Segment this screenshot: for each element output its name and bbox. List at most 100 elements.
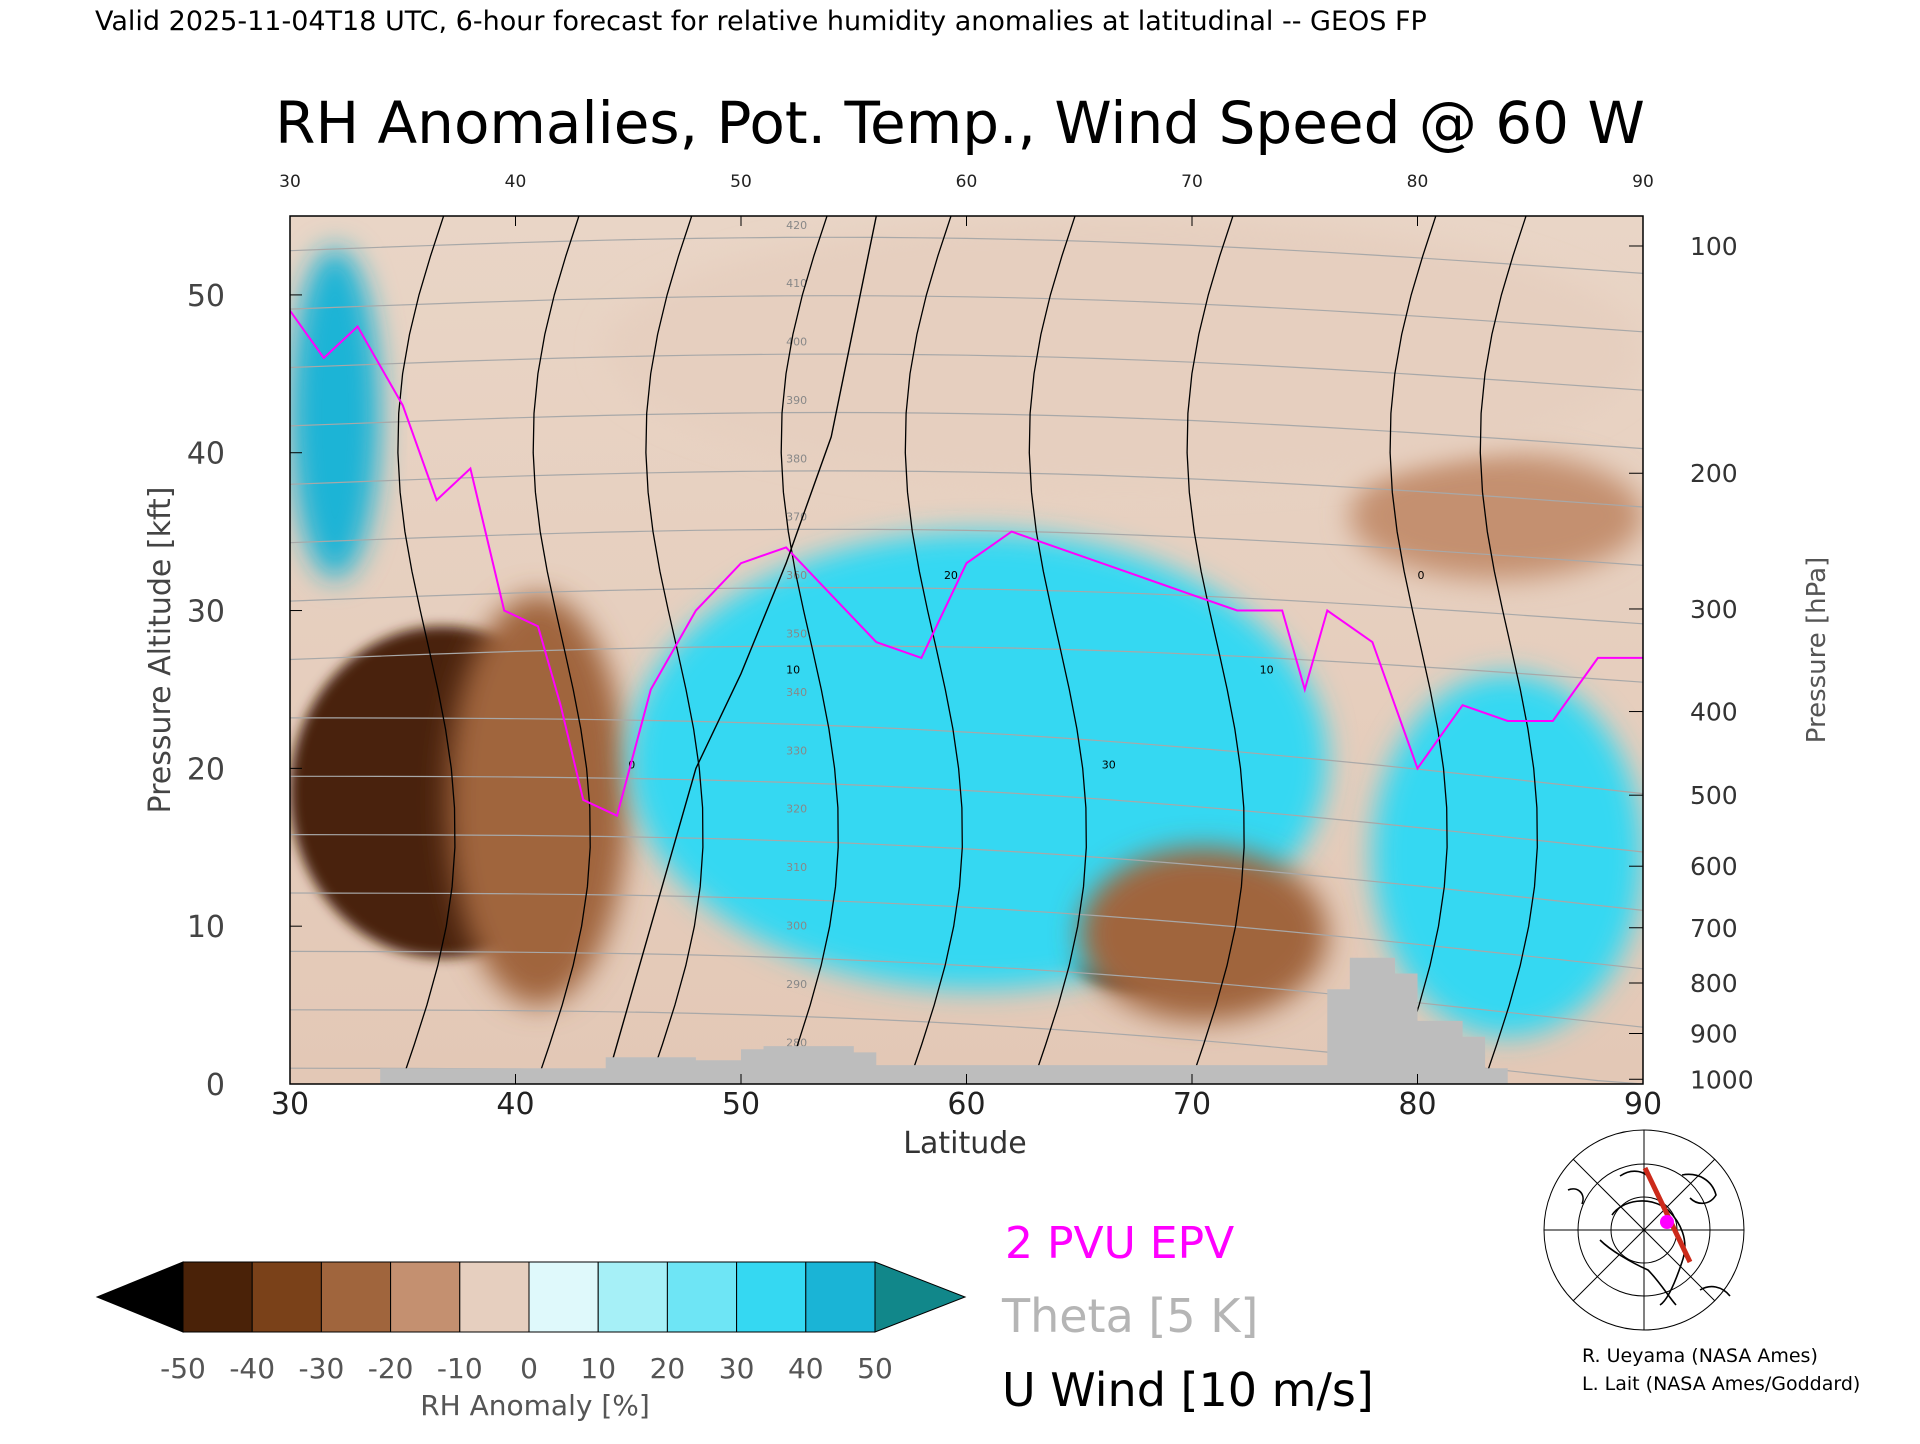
u-wind-contour-label: 30 — [1102, 758, 1116, 771]
colorbar-tick-label: 40 — [788, 1352, 824, 1385]
cross-section-path — [1642, 1166, 1693, 1264]
colorbar-swatch — [597, 1261, 668, 1333]
theta-contour-label: 350 — [786, 628, 807, 641]
theta-contour-label: 420 — [786, 219, 807, 232]
x-tick-label: 80 — [1398, 1087, 1436, 1122]
theta-contour — [290, 528, 1643, 566]
validity-line: Valid 2025-11-04T18 UTC, 6-hour forecast… — [95, 6, 1427, 37]
colorbar-swatch — [666, 1261, 738, 1333]
colorbar-tick-label: 0 — [520, 1352, 538, 1385]
theta-contour — [290, 295, 1643, 333]
legend-epv: 2 PVU EPV — [1005, 1218, 1234, 1269]
y-axis-label: Pressure Altitude [kft] — [143, 487, 178, 814]
theta-contour-label: 320 — [786, 803, 807, 816]
x-tick-label: 40 — [496, 1087, 534, 1122]
colorbar-extend-high — [874, 1261, 967, 1333]
y2-tick-label: 100 — [1690, 232, 1738, 261]
u-wind-contour-label: 0 — [628, 758, 635, 771]
colorbar-tick-label: -20 — [368, 1352, 414, 1385]
legend-theta: Theta [5 K] — [1001, 1289, 1258, 1343]
u-wind-contour — [645, 216, 704, 1084]
polar-stereographic-map-icon — [1543, 1129, 1745, 1331]
theta-contour — [290, 892, 1643, 970]
terrain — [380, 957, 1508, 1084]
u-wind-contour — [1389, 216, 1448, 1084]
colorbar-swatch — [251, 1261, 322, 1333]
colorbar-swatch — [736, 1261, 807, 1333]
y-tick-label: 30 — [187, 595, 225, 630]
colorbar-tick-label: 50 — [857, 1352, 893, 1385]
y2-tick-label: 700 — [1690, 914, 1738, 943]
colorbar-swatch — [805, 1261, 876, 1333]
y-tick-label: 50 — [187, 279, 225, 314]
u-wind-zero-line — [605, 216, 877, 1084]
theta-contour-label: 400 — [786, 336, 807, 349]
theta-contour — [290, 587, 1643, 625]
colorbar-tick-label: -40 — [229, 1352, 275, 1385]
colorbar-tick-label: -10 — [437, 1352, 483, 1385]
colorbar-tick-label: 20 — [650, 1352, 686, 1385]
credit-line-1: R. Ueyama (NASA Ames) — [1582, 1345, 1818, 1367]
y2-tick-label: 900 — [1690, 1019, 1738, 1048]
terrain-profile — [380, 957, 1508, 1084]
theta-contour — [290, 775, 1643, 853]
u-wind-contour — [780, 216, 839, 1084]
u-wind-contour — [1186, 216, 1245, 1084]
theta-contour — [290, 645, 1643, 683]
y2-tick-label: 300 — [1690, 595, 1738, 624]
colorbar-swatch — [459, 1261, 530, 1333]
x-top-tick-label: 60 — [956, 172, 978, 192]
theta-contour-label: 300 — [786, 919, 807, 932]
y2-tick-label: 200 — [1690, 459, 1738, 488]
colorbar-swatch — [320, 1261, 392, 1333]
u-wind-contour — [1479, 216, 1538, 1084]
y2-tick-label: 800 — [1690, 969, 1738, 998]
x-top-tick-label: 80 — [1407, 172, 1429, 192]
u-wind-contour — [1028, 216, 1087, 1084]
chart-title: RH Anomalies, Pot. Temp., Wind Speed @ 6… — [275, 89, 1645, 157]
colorbar: -50 -40 -30 -20 -10 0 10 20 30 40 50 — [95, 1261, 967, 1385]
legend-wind: U Wind [10 m/s] — [1002, 1363, 1374, 1417]
epv-2pvu-line — [290, 310, 1643, 818]
theta-contour-label: 290 — [786, 978, 807, 991]
location-marker — [1660, 1215, 1674, 1229]
x-top-tick-label: 50 — [730, 172, 752, 192]
u-wind-contour-label: 10 — [1260, 664, 1274, 677]
x-tick-label: 50 — [722, 1087, 760, 1122]
colorbar-tick-label: 30 — [719, 1352, 755, 1385]
x-axis-label: Latitude — [903, 1126, 1026, 1161]
u-wind-contour-label: 0 — [1418, 569, 1425, 582]
y-tick-label: 40 — [187, 437, 225, 472]
x-tick-label: 90 — [1624, 1087, 1662, 1122]
colorbar-extend-low — [95, 1261, 184, 1333]
colorbar-swatch — [182, 1261, 253, 1333]
inset-map — [1543, 1129, 1745, 1331]
u-wind-contour — [397, 216, 456, 1084]
theta-contour — [290, 834, 1643, 911]
x-top-tick-label: 30 — [279, 172, 301, 192]
x-top-tick-label: 40 — [505, 172, 527, 192]
theta-contour — [290, 236, 1643, 274]
y2-axis-label: Pressure [hPa] — [1802, 557, 1832, 744]
x-tick-label: 30 — [271, 1087, 309, 1122]
theta-contour-label: 380 — [786, 452, 807, 465]
y-tick-label: 20 — [187, 752, 225, 787]
u-wind-contour — [532, 216, 591, 1084]
anomaly-dry-region — [447, 594, 629, 1006]
theta-contour — [290, 411, 1643, 450]
theta-contour-label: 330 — [786, 744, 807, 757]
anomaly-moist-region — [290, 247, 381, 579]
theta-contour-label: 310 — [786, 861, 807, 874]
theta-contour-label: 340 — [786, 686, 807, 699]
y-tick-label: 10 — [187, 910, 225, 945]
u-wind-contour-label: 20 — [944, 569, 958, 582]
u-wind-contour-label: 10 — [786, 664, 800, 677]
colorbar-label: RH Anomaly [%] — [420, 1389, 650, 1422]
colorbar-swatch — [528, 1261, 599, 1333]
y2-tick-label: 400 — [1690, 698, 1738, 727]
anomaly-dry-region — [605, 216, 1643, 485]
theta-contour-label: 410 — [786, 277, 807, 290]
theta-contour-label: 390 — [786, 394, 807, 407]
anomaly-dry-region — [1349, 452, 1643, 579]
